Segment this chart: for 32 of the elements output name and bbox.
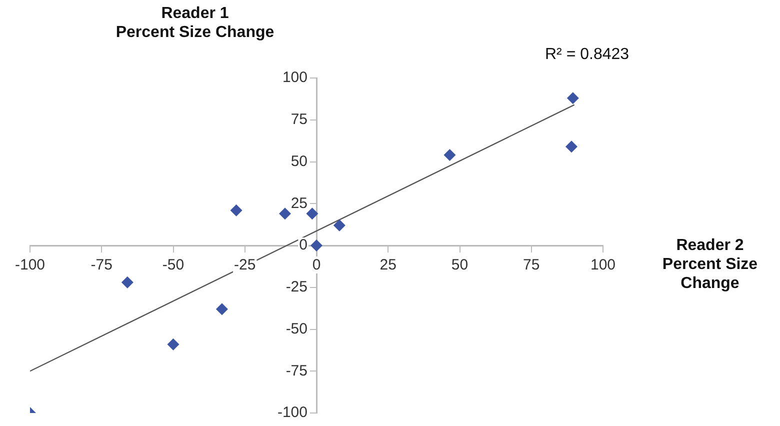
point bbox=[306, 208, 318, 220]
point bbox=[167, 338, 180, 350]
point bbox=[310, 240, 322, 252]
y-tick-label: 50 bbox=[290, 152, 308, 170]
y-tick-label: 25 bbox=[290, 194, 308, 212]
point bbox=[230, 204, 242, 216]
y-axis-title: Reader 1 Percent Size Change bbox=[114, 4, 276, 42]
point bbox=[121, 276, 134, 288]
x-tick-label: -50 bbox=[162, 256, 184, 274]
x-tick-label: 100 bbox=[590, 256, 616, 274]
x-tick-label: 75 bbox=[523, 256, 540, 274]
point bbox=[216, 303, 228, 316]
point bbox=[565, 140, 578, 153]
x-tick-label: -25 bbox=[234, 256, 256, 274]
text: R² = 0.8423 bbox=[545, 46, 630, 64]
y-tick-label: -75 bbox=[286, 362, 308, 380]
x-tick-label: -100 bbox=[14, 256, 46, 274]
y-tick-label: -100 bbox=[277, 404, 308, 422]
y-tick-label: 100 bbox=[282, 69, 308, 86]
x-tick-label: -75 bbox=[90, 256, 112, 274]
point bbox=[566, 92, 579, 104]
point bbox=[444, 149, 456, 162]
y-tick-label: 75 bbox=[290, 111, 308, 128]
y-tick-label: -50 bbox=[286, 320, 308, 338]
x-tick-label: 0 bbox=[312, 256, 321, 274]
y-tick-label: -25 bbox=[286, 278, 308, 296]
y-tick-label: 0 bbox=[299, 236, 308, 254]
x-tick-label: 50 bbox=[451, 256, 468, 274]
point bbox=[278, 208, 291, 220]
x-tick-label: 25 bbox=[380, 256, 396, 274]
x-axis-title: Reader 2 Percent Size Change bbox=[661, 236, 759, 293]
point bbox=[333, 219, 346, 232]
